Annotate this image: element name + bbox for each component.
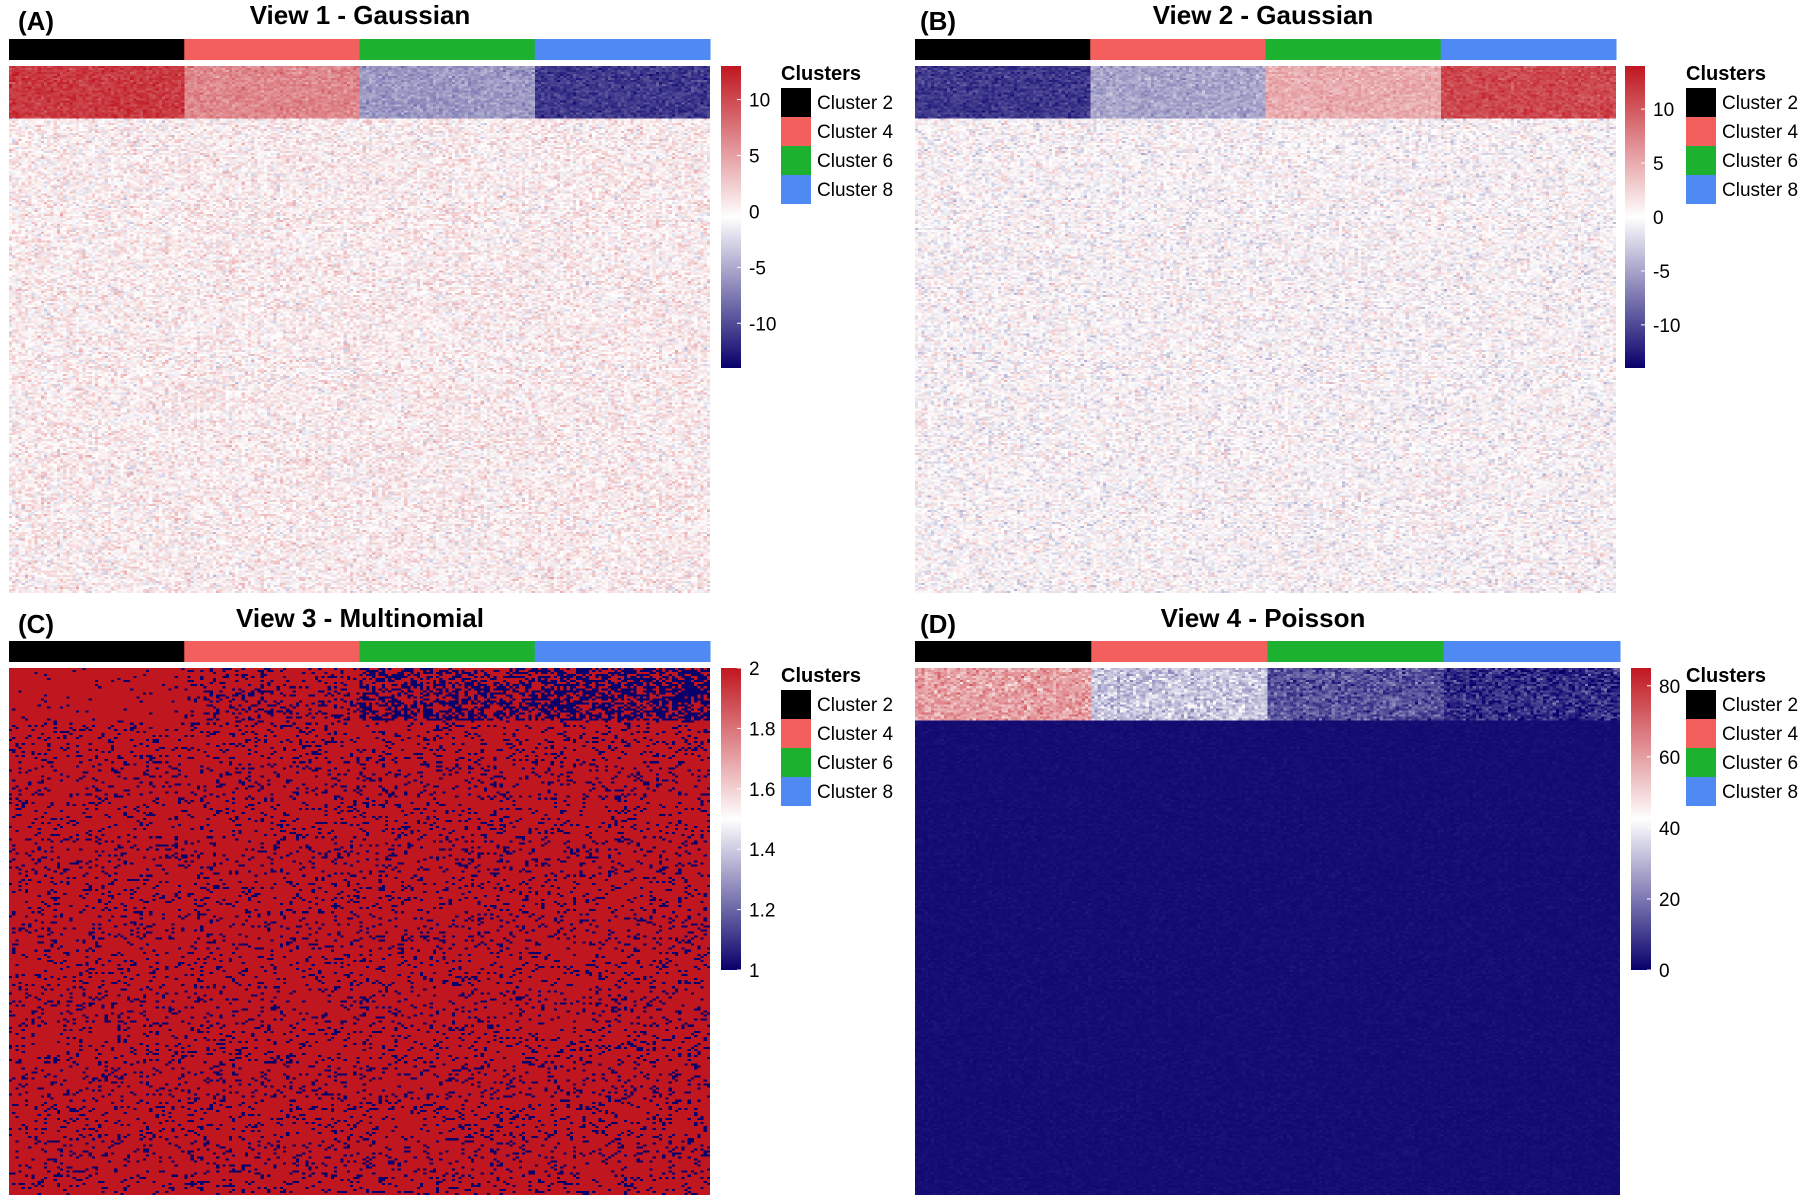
cluster-bar-segment [359,641,536,662]
legend-label: Cluster 4 [1722,122,1798,143]
panel-4: (D) View 4 - Poisson 80 60 40 20 0 Clusters Clus… [915,603,1798,1195]
cluster-bar-segment [1265,39,1442,60]
legend-label: Cluster 4 [817,724,893,745]
cluster-bar-segment [184,39,360,60]
legend-label: Cluster 8 [1722,180,1798,201]
legend-title: Clusters [781,665,861,687]
cluster-bar-segment [9,641,185,662]
legend-swatch [1686,146,1716,175]
colorbar [721,66,741,368]
colorbar-tick-label: 0 [1659,961,1670,982]
legend-label: Cluster 6 [1722,151,1798,172]
panel-label: (C) [18,609,54,639]
heatmap-matrix [915,66,1616,593]
colorbar-tick-label: 5 [1653,154,1664,175]
cluster-bar-segment [9,39,185,60]
colorbar-tick-label: 40 [1659,819,1680,840]
colorbar-tick-label: 0 [749,202,760,223]
legend-label: Cluster 2 [1722,93,1798,114]
legend-swatch [781,719,811,748]
legend-swatch [1686,719,1716,748]
colorbar-tick-label: 60 [1659,748,1680,769]
panel-2: (B) View 2 - Gaussian 10 5 0 -5 -10 Clusters Clu… [915,0,1798,593]
legend-label: Cluster 2 [817,695,893,716]
cluster-bar-segment [534,39,711,60]
panel-title: View 2 - Gaussian [1153,0,1374,30]
legend-label: Cluster 4 [1722,724,1798,745]
heatmap-matrix [9,668,710,1195]
legend-swatch [1686,88,1716,117]
legend-swatch [781,88,811,117]
colorbar [721,668,741,970]
panel-title: View 3 - Multinomial [236,603,484,633]
cluster-bar-segment [915,39,1091,60]
legend-label: Cluster 6 [1722,753,1798,774]
colorbar-tick-label: -5 [749,258,766,279]
colorbar-tick-label: 80 [1659,677,1680,698]
legend-swatch [781,748,811,777]
cluster-bar-segment [1090,39,1266,60]
legend-swatch [781,175,811,204]
legend-swatch [1686,175,1716,204]
cluster-bar-segment [1440,39,1617,60]
legend-label: Cluster 8 [817,782,893,803]
colorbar-tick-label: 1.2 [749,901,775,922]
colorbar-tick-label: -5 [1653,262,1670,283]
heatmap-matrix [9,66,710,593]
colorbar-tick-label: -10 [1653,316,1680,337]
heatmap-matrix [915,668,1620,1195]
legend-label: Cluster 6 [817,151,893,172]
panel-title: View 4 - Poisson [1161,603,1366,633]
legend-swatch [781,117,811,146]
panel-title: View 1 - Gaussian [250,0,471,30]
colorbar-tick-label: 10 [749,91,770,112]
panel-1: (A) View 1 - Gaussian 10 5 0 -5 -10 Clusters Clu… [9,0,893,593]
colorbar-tick-label: -10 [749,314,776,335]
colorbar-tick-label: 20 [1659,890,1680,911]
legend-swatch [781,777,811,806]
legend-label: Cluster 8 [817,180,893,201]
legend-title: Clusters [1686,63,1766,85]
colorbar-tick-label: 1.8 [749,719,775,740]
legend-label: Cluster 8 [1722,782,1798,803]
cluster-bar-segment [915,641,1092,662]
cluster-bar-segment [1443,641,1621,662]
cluster-bar-segment [1091,641,1268,662]
panel-label: (B) [920,6,956,36]
legend-swatch [1686,748,1716,777]
panel-label: (A) [18,6,54,36]
legend-swatch [1686,777,1716,806]
cluster-bar-segment [534,641,711,662]
panel-label: (D) [920,609,956,639]
colorbar-tick-label: 1.4 [749,840,776,861]
legend-swatch [781,690,811,719]
panel-3: (C) View 3 - Multinomial 2 1.8 1.6 1.4 1.2 1 Clu… [9,603,893,1195]
legend-swatch [1686,117,1716,146]
legend-swatch [781,146,811,175]
legend-swatch [1686,690,1716,719]
legend-label: Cluster 2 [1722,695,1798,716]
legend-title: Clusters [781,63,861,85]
colorbar [1625,66,1645,368]
cluster-bar-segment [1267,641,1445,662]
cluster-bar-segment [184,641,360,662]
colorbar-tick-label: 10 [1653,100,1674,121]
legend-title: Clusters [1686,665,1766,687]
legend-label: Cluster 4 [817,122,893,143]
colorbar-tick-label: 1 [749,961,760,982]
legend-label: Cluster 6 [817,753,893,774]
legend-label: Cluster 2 [817,93,893,114]
colorbar-tick-label: 2 [749,659,760,680]
colorbar-tick-label: 0 [1653,208,1664,229]
colorbar-tick-label: 5 [749,146,760,167]
colorbar-tick-label: 1.6 [749,780,775,801]
cluster-bar-segment [359,39,536,60]
colorbar [1631,668,1651,970]
